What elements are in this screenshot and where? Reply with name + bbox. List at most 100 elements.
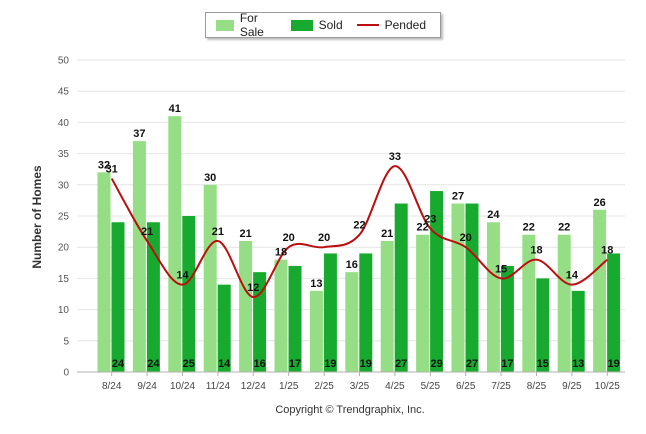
label-pended-1/25: 20 <box>283 232 295 244</box>
label-sold-10/24: 25 <box>183 358 195 370</box>
legend-label-pended: Pended <box>384 18 426 32</box>
label-sold-2/25: 19 <box>324 358 336 370</box>
label-for-sale-6/25: 27 <box>452 191 464 203</box>
y-tick-label-25: 25 <box>58 212 70 223</box>
bar-sold-10/24 <box>182 216 196 372</box>
label-for-sale-11/24: 30 <box>204 172 216 184</box>
label-sold-12/24: 16 <box>253 358 265 370</box>
legend-swatch-pended <box>356 24 379 26</box>
y-tick-label-20: 20 <box>58 243 70 254</box>
label-pended-7/25: 15 <box>495 263 507 275</box>
legend-item-sold: Sold <box>290 18 343 32</box>
bar-for-sale-10/25 <box>593 209 607 372</box>
x-tick-label-9/24: 9/24 <box>137 381 157 392</box>
y-tick-label-45: 45 <box>58 87 70 98</box>
axis-layer: 0 5 10 15 20 25 30 35 40 45 50 8/24 9/24 10/24 11/24 12… <box>58 56 625 392</box>
label-for-sale-9/24: 37 <box>133 128 145 140</box>
bar-sold-10/25 <box>607 253 621 372</box>
bar-for-sale-7/25 <box>486 222 500 372</box>
label-pended-6/25: 20 <box>460 232 472 244</box>
bar-sold-4/25 <box>394 203 408 372</box>
x-tick-label-11/24: 11/24 <box>206 381 231 392</box>
bar-sold-8/24 <box>111 222 125 372</box>
label-sold-8/25: 15 <box>537 358 549 370</box>
legend-swatch-sold <box>290 19 313 31</box>
label-sold-1/25: 17 <box>289 358 301 370</box>
bar-sold-11/24 <box>217 284 231 372</box>
legend: For Sale Sold Pended <box>205 11 441 39</box>
bar-layer <box>97 116 621 372</box>
y-axis-title: Number of Homes <box>30 165 44 269</box>
legend-label-for-sale: For Sale <box>239 11 264 39</box>
bar-sold-7/25 <box>500 265 514 372</box>
label-sold-9/24: 24 <box>147 358 160 370</box>
x-tick-label-1/25: 1/25 <box>279 381 299 392</box>
label-sold-4/25: 27 <box>395 358 407 370</box>
y-tick-label-10: 10 <box>58 305 70 316</box>
x-tick-label-10/24: 10/24 <box>170 381 195 392</box>
label-for-sale-12/24: 21 <box>239 228 251 240</box>
label-pended-11/24: 21 <box>212 226 224 238</box>
label-pended-4/25: 33 <box>389 151 401 163</box>
label-for-sale-4/25: 21 <box>381 228 393 240</box>
bar-for-sale-3/25 <box>345 272 359 372</box>
bar-for-sale-2/25 <box>309 290 323 372</box>
y-tick-label-0: 0 <box>63 368 69 379</box>
label-for-sale-8/24: 32 <box>98 159 110 171</box>
bar-sold-6/25 <box>465 203 479 372</box>
bar-for-sale-11/24 <box>203 184 217 372</box>
label-for-sale-3/25: 16 <box>346 259 358 271</box>
label-for-sale-2/25: 13 <box>310 278 322 290</box>
label-for-sale-5/25: 22 <box>416 222 428 234</box>
bar-for-sale-9/24 <box>132 141 146 372</box>
y-tick-label-35: 35 <box>58 149 70 160</box>
label-sold-10/25: 19 <box>607 358 619 370</box>
x-tick-label-8/25: 8/25 <box>527 381 547 392</box>
bar-for-sale-4/25 <box>380 240 394 372</box>
y-tick-label-50: 50 <box>58 56 70 67</box>
bar-sold-3/25 <box>359 253 373 372</box>
copyright-text: Copyright © Trendgraphix, Inc. <box>275 404 424 416</box>
label-pended-5/25: 23 <box>424 213 436 225</box>
bar-for-sale-9/25 <box>557 234 571 372</box>
label-sold-3/25: 19 <box>360 358 372 370</box>
x-tick-label-8/24: 8/24 <box>102 381 122 392</box>
bar-for-sale-6/25 <box>451 203 465 372</box>
y-tick-label-5: 5 <box>63 336 69 347</box>
x-tick-label-7/25: 7/25 <box>491 381 511 392</box>
legend-label-sold: Sold <box>318 18 343 32</box>
label-pended-2/25: 20 <box>318 232 330 244</box>
label-for-sale-9/25: 22 <box>558 222 570 234</box>
bar-for-sale-1/25 <box>274 259 288 372</box>
label-pended-3/25: 22 <box>353 220 365 232</box>
label-sold-8/24: 24 <box>112 358 125 370</box>
label-pended-10/25: 18 <box>601 245 613 257</box>
bar-sold-9/24 <box>146 222 160 372</box>
x-tick-label-12/24: 12/24 <box>241 381 266 392</box>
x-tick-label-5/25: 5/25 <box>421 381 441 392</box>
label-for-sale-10/24: 41 <box>169 103 181 115</box>
x-tick-label-4/25: 4/25 <box>385 381 405 392</box>
label-sold-6/25: 27 <box>466 358 478 370</box>
x-tick-label-10/25: 10/25 <box>595 381 620 392</box>
y-tick-label-30: 30 <box>58 180 70 191</box>
bar-for-sale-8/24 <box>97 172 111 372</box>
x-tick-label-3/25: 3/25 <box>350 381 370 392</box>
label-pended-9/25: 14 <box>566 270 579 282</box>
label-pended-10/24: 14 <box>176 270 189 282</box>
label-sold-11/24: 14 <box>218 358 231 370</box>
bar-sold-8/25 <box>536 278 550 372</box>
label-pended-8/24: 31 <box>106 164 118 176</box>
bar-for-sale-10/24 <box>168 116 182 372</box>
bar-for-sale-12/24 <box>239 240 253 372</box>
label-sold-7/25: 17 <box>501 358 513 370</box>
bar-for-sale-8/25 <box>522 234 536 372</box>
legend-swatch-for-sale <box>216 19 234 31</box>
label-pended-8/25: 18 <box>530 245 542 257</box>
x-tick-label-6/25: 6/25 <box>456 381 476 392</box>
label-pended-12/24: 12 <box>247 282 259 294</box>
legend-item-pended: Pended <box>356 18 426 32</box>
bar-sold-1/25 <box>288 265 302 372</box>
